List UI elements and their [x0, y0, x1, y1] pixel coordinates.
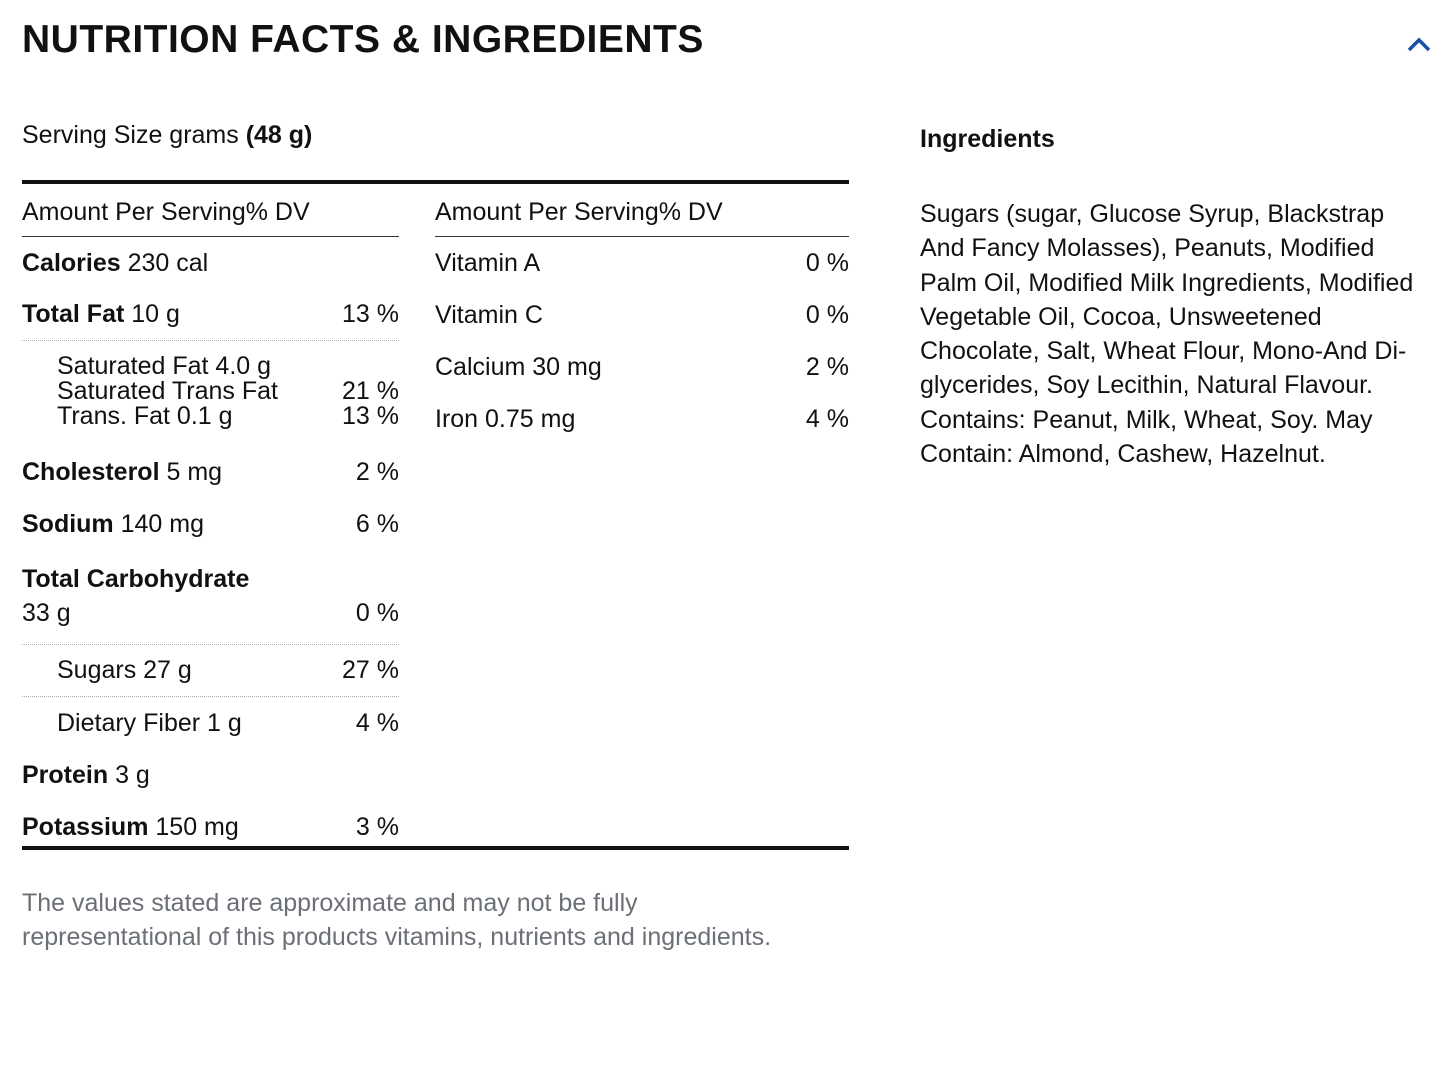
cholesterol-row: Cholesterol 5 mg 2 %	[22, 446, 399, 498]
label: Iron 0.75 mg	[435, 404, 576, 433]
dv: 4 %	[805, 404, 849, 433]
label: Total Fat	[22, 300, 125, 328]
vitamin-row: Vitamin A 0 %	[435, 237, 849, 289]
potassium-row: Potassium 150 mg 3 %	[22, 801, 399, 853]
label: Total Carbohydrate	[22, 565, 250, 593]
dv: 0 %	[355, 599, 399, 627]
protein-row: Protein 3 g	[22, 749, 399, 801]
serving-label: Serving Size grams	[22, 121, 239, 149]
vitamin-row: Calcium 30 mg 2 %	[435, 341, 849, 393]
left-header: Amount Per Serving% DV	[22, 196, 399, 237]
ingredients-title: Ingredients	[920, 125, 1055, 153]
value: 150 mg	[155, 812, 239, 841]
vitamin-row: Iron 0.75 mg 4 %	[435, 393, 849, 445]
serving-value: (48 g)	[245, 121, 313, 149]
dv: 13 %	[342, 300, 399, 328]
dv: 6 %	[355, 509, 399, 538]
label: Cholesterol	[22, 457, 160, 486]
label: Protein	[22, 760, 109, 789]
value: 33 g	[22, 599, 71, 627]
value: 10 g	[131, 300, 180, 328]
sodium-row: Sodium 140 mg 6 %	[22, 498, 399, 550]
right-header: Amount Per Serving% DV	[435, 196, 849, 237]
value: 3 g	[115, 760, 150, 789]
dv: 27 %	[342, 656, 399, 684]
saturated-fat: Saturated Fat 4.0 g	[57, 352, 272, 380]
disclaimer: The values stated are approximate and ma…	[22, 889, 772, 951]
dv: 21 %	[342, 377, 399, 405]
ingredients-text: Sugars (sugar, Glucose Syrup, Blackstrap…	[920, 200, 1414, 469]
saturated-fat-block: Saturated Fat 4.0 g Saturated Trans Fat 2…	[22, 341, 399, 446]
value: 230 cal	[127, 248, 209, 277]
sugars-row: Sugars 27 g 27 %	[22, 645, 399, 697]
chevron-up-icon[interactable]	[1405, 34, 1433, 54]
label: Sodium	[22, 509, 114, 538]
label: Calories	[22, 248, 121, 277]
label: Calcium 30 mg	[435, 352, 602, 381]
total-fat-row: Total Fat 10 g 13 %	[22, 289, 399, 341]
dv: 0 %	[805, 300, 849, 329]
dv: 3 %	[355, 812, 399, 841]
label: Vitamin C	[435, 300, 543, 329]
section-title: NUTRITION FACTS & INGREDIENTS	[22, 18, 704, 61]
top-rule	[22, 180, 849, 184]
dv: 0 %	[805, 248, 849, 277]
label: Vitamin A	[435, 248, 541, 277]
label: Sugars 27 g	[57, 656, 192, 684]
label: Potassium	[22, 812, 149, 841]
bottom-rule	[22, 846, 849, 850]
trans-fat: Trans. Fat 0.1 g	[57, 402, 233, 430]
nutrition-left-column: Amount Per Serving% DV Calories 230 cal …	[22, 196, 399, 853]
dv: 2 %	[355, 457, 399, 486]
fiber-row: Dietary Fiber 1 g 4 %	[22, 697, 399, 749]
serving-size: Serving Size grams (48 g)	[22, 121, 312, 150]
vitamin-row: Vitamin C 0 %	[435, 289, 849, 341]
value: 5 mg	[166, 457, 223, 486]
nutrition-right-column: Amount Per Serving% DV Vitamin A 0 % Vita…	[435, 196, 849, 445]
label: Dietary Fiber 1 g	[57, 708, 242, 737]
saturated-trans-fat: Saturated Trans Fat	[57, 377, 278, 405]
dv: 2 %	[805, 352, 849, 381]
calories-row: Calories 230 cal	[22, 237, 399, 289]
dv: 4 %	[355, 708, 399, 737]
dv: 13 %	[342, 402, 399, 430]
carbohydrate-row: Total Carbohydrate 33 g 0 %	[22, 550, 399, 645]
value: 140 mg	[120, 509, 205, 538]
